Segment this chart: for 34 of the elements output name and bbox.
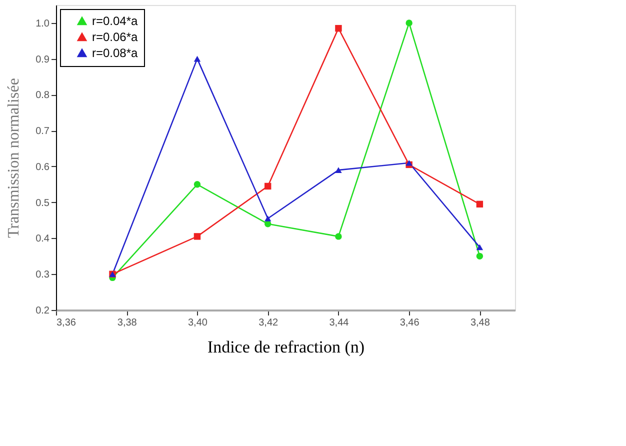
y-tick-label: 0.2: [36, 306, 50, 316]
x-tick-label: 3,46: [400, 318, 420, 328]
y-tick-label: 0.9: [36, 54, 50, 66]
point: [335, 24, 342, 32]
x-axis-title: Indice de refraction (n): [207, 338, 365, 356]
x-tick-label: 3,38: [117, 318, 138, 328]
y-tick-label: 0.5: [36, 198, 50, 209]
point: [194, 181, 201, 188]
y-tick-label: 1.0: [36, 18, 50, 30]
point: [335, 233, 342, 240]
point: [476, 244, 484, 250]
y-tick-label: 0.8: [36, 90, 50, 102]
point: [264, 182, 272, 190]
point: [264, 216, 272, 222]
y-tick-label: 0.4: [36, 234, 50, 245]
x-tick-label: 3,48: [470, 318, 490, 328]
point: [194, 233, 201, 240]
point: [406, 20, 412, 26]
x-tick-label: 3,44: [329, 318, 350, 328]
y-axis-title: Transmission normalisée: [6, 78, 23, 238]
legend-label: r=0.04*a: [92, 14, 138, 28]
y-tick-label: 0.7: [36, 126, 50, 138]
legend-label: r=0.08*a: [92, 46, 138, 60]
point: [406, 160, 412, 166]
point: [476, 200, 484, 208]
x-tick-label: 3,42: [258, 318, 279, 328]
point: [476, 252, 484, 260]
x-tick-label: 3,40: [188, 318, 208, 328]
legend-label: r=0.06*a: [92, 30, 138, 44]
y-tick-label: 0.3: [36, 270, 50, 281]
point: [194, 56, 201, 62]
point: [335, 167, 342, 173]
y-tick-label: 0.6: [36, 162, 50, 173]
x-tick-label: 3,36: [56, 318, 76, 328]
